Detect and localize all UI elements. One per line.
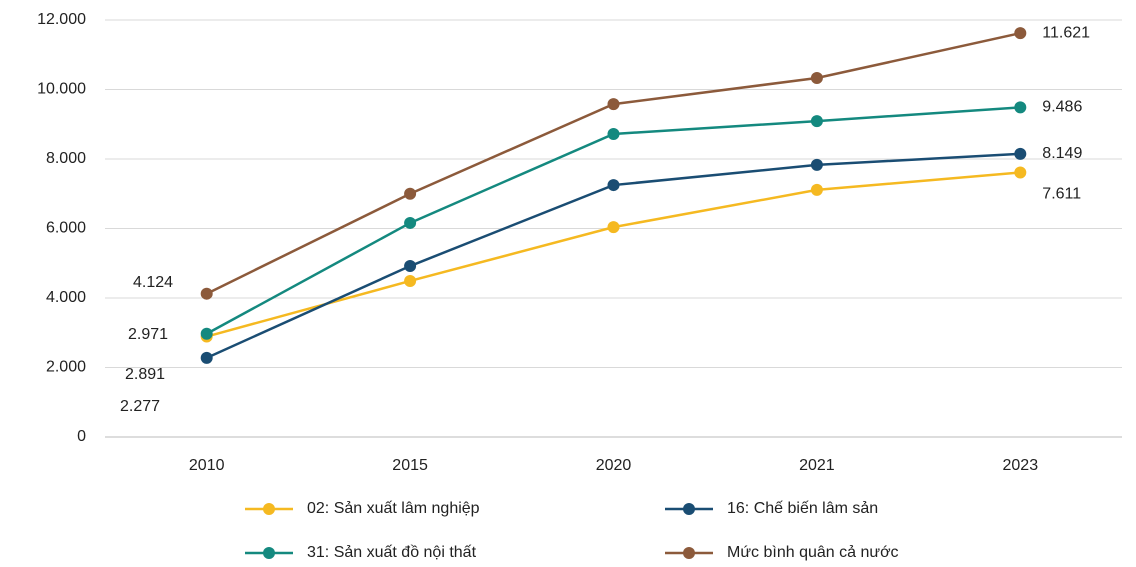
y-tick-label: 12.000 [37, 11, 86, 28]
y-tick-label: 8.000 [46, 150, 86, 167]
point [810, 115, 823, 128]
x-tick-label: 2010 [189, 457, 225, 474]
x-tick-label: 2021 [799, 457, 835, 474]
point [607, 179, 620, 192]
data-label: 2.971 [128, 326, 168, 343]
data-label: 4.124 [133, 274, 173, 291]
data-label: 9.486 [1042, 99, 1082, 116]
point [404, 187, 417, 200]
legend-marker [263, 547, 275, 559]
point [607, 221, 620, 234]
data-label: 8.149 [1042, 145, 1082, 162]
data-label: 7.611 [1042, 186, 1081, 203]
series-line [206, 106, 1021, 335]
point [607, 127, 620, 140]
legend-label: Mức bình quân cả nước [727, 544, 899, 561]
y-tick-label: 10.000 [37, 81, 86, 98]
legend-label: 16: Chế biến lâm sản [727, 500, 878, 517]
y-tick-label: 4.000 [46, 289, 86, 306]
point [1014, 147, 1027, 160]
point [1014, 27, 1027, 40]
legend-label: 02: Sản xuất lâm nghiệp [307, 500, 480, 517]
point [810, 183, 823, 196]
legend-marker [683, 503, 695, 515]
point [1014, 166, 1027, 179]
x-tick-label: 2023 [1003, 457, 1039, 474]
point [200, 327, 213, 340]
point [810, 158, 823, 171]
y-tick-label: 0 [77, 428, 86, 445]
y-tick-label: 2.000 [46, 359, 86, 376]
point [404, 274, 417, 287]
legend-marker [263, 503, 275, 515]
x-tick-label: 2015 [392, 457, 428, 474]
point [810, 72, 823, 85]
data-label: 11.621 [1042, 24, 1090, 41]
point [607, 98, 620, 111]
point [200, 287, 213, 300]
legend-label: 31: Sản xuất đồ nội thất [307, 544, 477, 561]
x-tick-label: 2020 [596, 457, 632, 474]
series-line [206, 171, 1021, 338]
data-label: 2.277 [120, 398, 160, 415]
legend-marker [683, 547, 695, 559]
y-tick-label: 6.000 [46, 220, 86, 237]
series-line [206, 31, 1021, 295]
point [404, 216, 417, 229]
data-label: 2.891 [125, 366, 165, 383]
point [200, 351, 213, 364]
point [1014, 101, 1027, 114]
point [404, 260, 417, 273]
